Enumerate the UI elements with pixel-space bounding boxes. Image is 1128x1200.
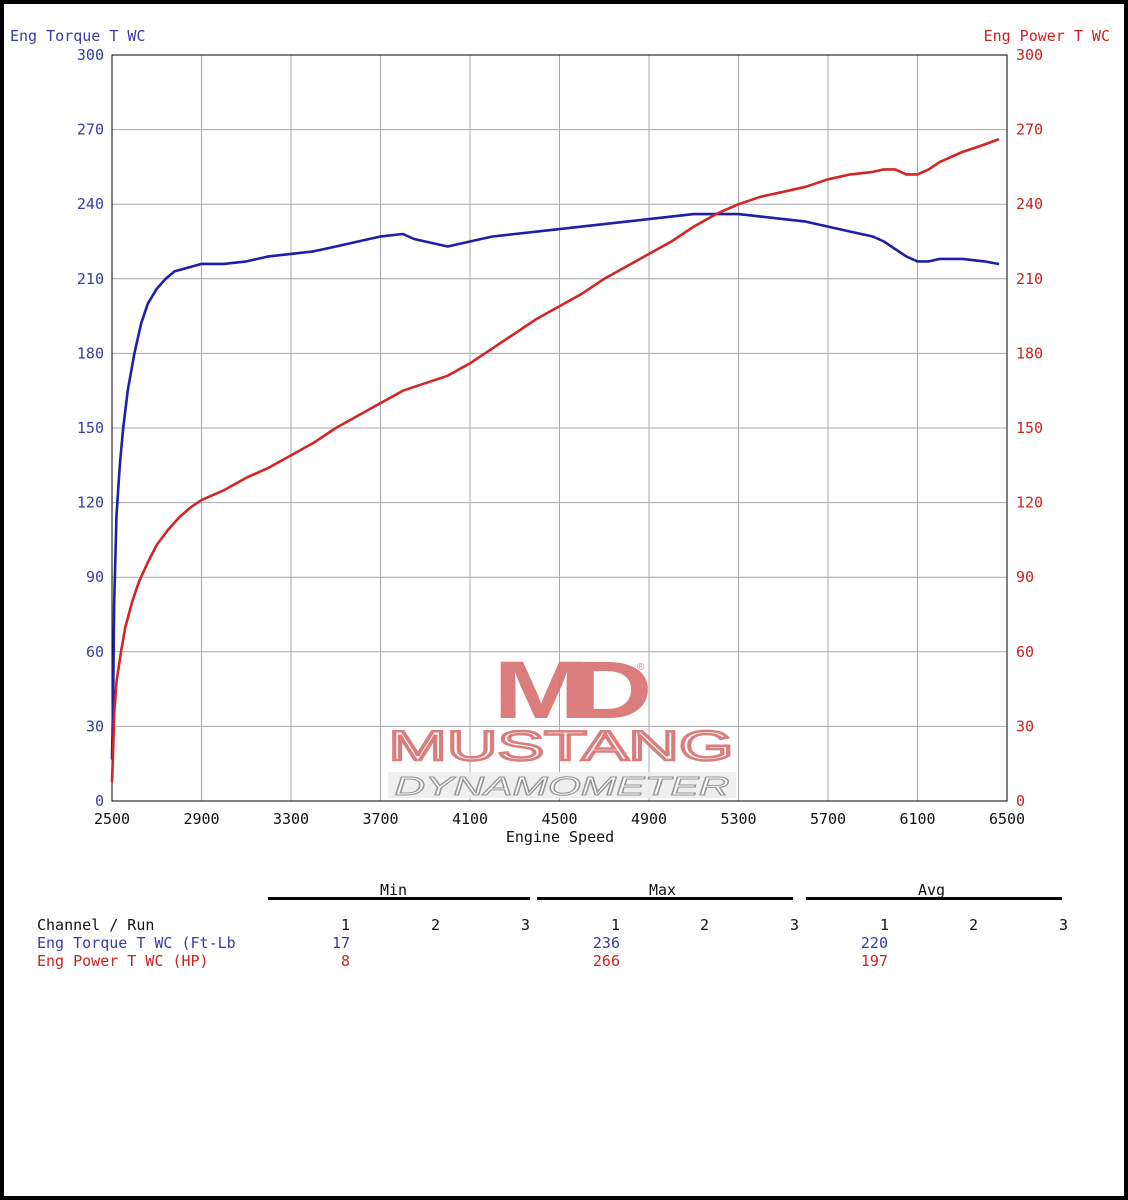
- right-y-tick-label-7: 210: [1016, 270, 1043, 288]
- left-y-tick-label-7: 210: [77, 270, 104, 288]
- right-y-tick-label-6: 180: [1016, 344, 1043, 362]
- left-y-tick-label-6: 180: [77, 344, 104, 362]
- right-y-tick-label-8: 240: [1016, 195, 1043, 213]
- plot-border: [111, 54, 1008, 802]
- x-tick-label-7: 5300: [720, 810, 756, 828]
- left-y-tick-label-0: 0: [95, 792, 104, 810]
- right-y-tick-label-1: 30: [1016, 717, 1034, 735]
- x-tick-label-8: 5700: [810, 810, 846, 828]
- logo-registered-mark: ®: [637, 662, 645, 673]
- left-y-tick-label-9: 270: [77, 121, 104, 139]
- logo-sub-band: [388, 772, 736, 798]
- right-y-tick-label-5: 150: [1016, 419, 1043, 437]
- left-y-tick-label-10: 300: [77, 46, 104, 64]
- mustang-dynamometer-logo: MD ® MUSTANG DYNAMOMETER: [387, 645, 736, 802]
- x-tick-label-3: 3700: [362, 810, 398, 828]
- x-axis-title: Engine Speed: [506, 828, 614, 846]
- right-y-tick-label-0: 0: [1016, 792, 1025, 810]
- x-tick-label-6: 4900: [631, 810, 667, 828]
- series-lines: [110, 138, 1000, 783]
- x-tick-label-9: 6100: [899, 810, 935, 828]
- axis-ticks: 2500 2900 3300 3700 4100 4500 4900 5300 5700 6100…: [77, 46, 1043, 828]
- dyno-chart: MD ® MUSTANG DYNAMOMETER 2500 2900 3300 370…: [10, 27, 1110, 846]
- right-y-tick-label-10: 300: [1016, 46, 1043, 64]
- left-y-tick-label-3: 90: [86, 568, 104, 586]
- power-line: [110, 138, 1000, 783]
- x-tick-label-2: 3300: [273, 810, 309, 828]
- logo-name: MUSTANG: [389, 722, 734, 769]
- right-axis-title: Eng Power T WC: [984, 27, 1110, 45]
- right-y-tick-label-4: 120: [1016, 494, 1043, 512]
- left-y-tick-label-5: 150: [77, 419, 104, 437]
- x-tick-label-1: 2900: [183, 810, 219, 828]
- right-y-tick-label-3: 90: [1016, 568, 1034, 586]
- x-tick-label-4: 4100: [452, 810, 488, 828]
- x-tick-label-10: 6500: [989, 810, 1025, 828]
- logo-subtitle: DYNAMOMETER: [395, 771, 730, 801]
- left-axis-title: Eng Torque T WC: [10, 27, 145, 45]
- right-y-tick-label-9: 270: [1016, 121, 1043, 139]
- torque-line: [110, 212, 1000, 761]
- right-y-tick-label-2: 60: [1016, 643, 1034, 661]
- left-y-tick-label-1: 30: [86, 717, 104, 735]
- left-y-tick-label-4: 120: [77, 494, 104, 512]
- left-y-tick-label-8: 240: [77, 195, 104, 213]
- left-y-tick-label-2: 60: [86, 643, 104, 661]
- x-tick-label-0: 2500: [94, 810, 130, 828]
- x-tick-label-5: 4500: [541, 810, 577, 828]
